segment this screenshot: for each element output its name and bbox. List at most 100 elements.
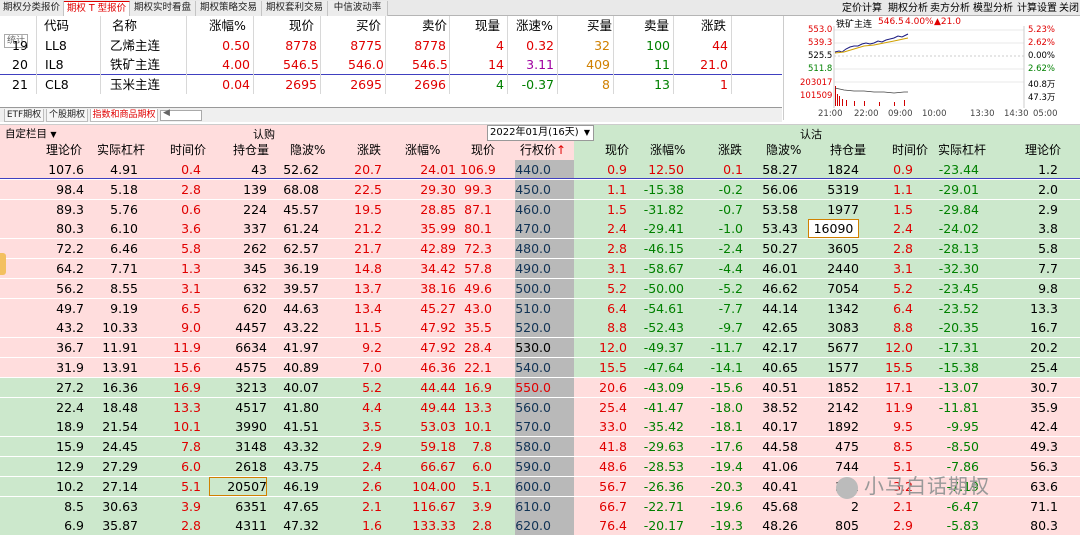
tab-option-category[interactable]: 期权分类报价 xyxy=(0,1,64,16)
strike-price[interactable]: 580.0 xyxy=(515,439,551,455)
header-chg-pct[interactable]: 涨幅% xyxy=(209,18,246,33)
option-chain-row[interactable]: 31.9 13.91 15.6 4575 40.89 7.0 46.36 22.1 540.0 1… xyxy=(0,358,1080,377)
option-chain-row[interactable]: 98.4 5.18 2.8 139 68.08 22.5 29.30 99.3 450.0 1.1… xyxy=(0,179,1080,199)
menu-pricing-calc[interactable]: 定价计算 xyxy=(842,3,882,14)
tab-etf-options[interactable]: ETF期权 xyxy=(4,109,44,122)
strike-price[interactable]: 480.0 xyxy=(515,241,551,257)
option-chain-row[interactable]: 72.2 6.46 5.8 262 62.57 21.7 42.89 72.3 480.0 2.8… xyxy=(0,239,1080,259)
strike-price[interactable]: 540.0 xyxy=(515,360,551,375)
header-call-price[interactable]: 现价 xyxy=(471,143,496,157)
selected-row-line xyxy=(0,178,1080,179)
call-iv: 62.57 xyxy=(283,241,319,257)
tab-option-realtime[interactable]: 期权实时看盘 xyxy=(130,1,196,16)
header-bid[interactable]: 买价 xyxy=(356,18,382,33)
strike-price[interactable]: 530.0 xyxy=(515,340,551,356)
header-code[interactable]: 代码 xyxy=(44,18,70,33)
tab-scrollbar[interactable]: ◀ xyxy=(160,108,202,121)
expiry-month-select[interactable]: 2022年01月(16天) ▼ xyxy=(487,125,594,141)
header-price[interactable]: 现价 xyxy=(289,18,315,33)
option-chain-row[interactable]: 10.2 27.14 5.1 20507 46.19 2.6 104.00 5.1 600.0 5… xyxy=(0,476,1080,496)
tab-option-t-quote[interactable]: 期权 T 型报价 xyxy=(64,1,130,16)
header-ask[interactable]: 卖价 xyxy=(422,18,448,33)
strike-price[interactable]: 510.0 xyxy=(515,300,551,316)
option-chain-row[interactable]: 49.7 9.19 6.5 620 44.63 13.4 45.27 43.0 510.0 6.4… xyxy=(0,298,1080,318)
header-call-time-value[interactable]: 时间价 xyxy=(170,143,207,157)
header-ask-vol[interactable]: 卖量 xyxy=(644,18,670,33)
header-put-leverage[interactable]: 实际杠杆 xyxy=(938,143,987,157)
header-strike[interactable]: 行权价↑ xyxy=(520,141,566,160)
strike-price[interactable]: 620.0 xyxy=(515,518,551,534)
strike-price[interactable]: 450.0 xyxy=(515,181,551,197)
option-chain-row[interactable]: 43.2 10.33 9.0 4457 43.22 11.5 47.92 35.5 520.0 8… xyxy=(0,318,1080,338)
header-put-time-value[interactable]: 时间价 xyxy=(892,143,929,157)
option-chain-row[interactable]: 15.9 24.45 7.8 3148 43.32 2.9 59.18 7.8 580.0 41.… xyxy=(0,437,1080,457)
stats-toggle[interactable]: 统计 xyxy=(4,34,28,48)
scroll-left-icon[interactable]: ◀ xyxy=(163,108,170,118)
menu-seller-analysis[interactable]: 卖方分析 xyxy=(930,3,970,14)
quote-row[interactable]: 20 IL8 铁矿主连 4.00 546.5 546.0 546.5 14 3.… xyxy=(0,55,782,74)
menu-close[interactable]: 关闭 xyxy=(1059,3,1079,14)
option-chain-row[interactable]: 89.3 5.76 0.6 224 45.57 19.5 28.85 87.1 460.0 1.5… xyxy=(0,199,1080,219)
call-leverage: 16.36 xyxy=(102,379,138,395)
side-drawer-handle[interactable] xyxy=(0,253,6,275)
header-bid-vol[interactable]: 买量 xyxy=(587,18,613,33)
custom-columns-label[interactable]: 自定栏目 xyxy=(5,128,47,140)
strike-price[interactable]: 550.0 xyxy=(515,379,551,395)
option-chain-row[interactable]: 6.9 35.87 2.8 4311 47.32 1.6 133.33 2.8 620.0 76.… xyxy=(0,516,1080,536)
option-chain-row[interactable]: 12.9 27.29 6.0 2618 43.75 2.4 66.67 6.0 590.0 48.… xyxy=(0,457,1080,476)
menu-model-analysis[interactable]: 模型分析 xyxy=(973,3,1013,14)
strike-price[interactable]: 460.0 xyxy=(515,201,551,217)
tab-index-commodity-options[interactable]: 指数和商品期权 xyxy=(90,109,158,122)
option-chain-row[interactable]: 64.2 7.71 1.3 345 36.19 14.8 34.42 57.8 490.0 3.1… xyxy=(0,259,1080,278)
option-chain-row[interactable]: 36.7 11.91 11.9 6634 41.97 9.2 47.92 28.4 530.0 1… xyxy=(0,338,1080,358)
option-chain-row[interactable]: 8.5 30.63 3.9 6351 47.65 2.1 116.67 3.9 610.0 66.… xyxy=(0,496,1080,516)
header-speed[interactable]: 涨速% xyxy=(516,18,553,33)
header-name[interactable]: 名称 xyxy=(112,18,138,33)
strike-price[interactable]: 490.0 xyxy=(515,261,551,276)
header-call-iv[interactable]: 隐波% xyxy=(290,143,326,157)
header-put-open-interest[interactable]: 持仓量 xyxy=(830,143,867,157)
header-call-leverage[interactable]: 实际杠杆 xyxy=(97,143,146,157)
strike-price[interactable]: 470.0 xyxy=(515,221,551,237)
chevron-down-icon[interactable]: ▼ xyxy=(583,128,590,137)
tab-option-arbitrage[interactable]: 期权套利交易 xyxy=(262,1,328,16)
strike-price[interactable]: 610.0 xyxy=(515,498,551,514)
call-open-interest: 4457 xyxy=(235,320,267,336)
menu-option-analysis[interactable]: 期权分析 xyxy=(888,3,928,14)
quote-code: IL8 xyxy=(45,57,64,72)
strike-price[interactable]: 520.0 xyxy=(515,320,551,336)
strike-price[interactable]: 500.0 xyxy=(515,280,551,296)
strike-price[interactable]: 440.0 xyxy=(515,162,551,177)
strike-price[interactable]: 560.0 xyxy=(515,399,551,415)
quote-row[interactable]: 21 CL8 玉米主连 0.04 2695 2695 2696 4 -0.37 … xyxy=(0,75,782,94)
option-chain-row[interactable]: 18.9 21.54 10.1 3990 41.51 3.5 53.03 10.1 570.0 3… xyxy=(0,417,1080,437)
custom-columns-menu[interactable]: 自定栏目 ▼ xyxy=(5,126,57,141)
header-call-chg[interactable]: 涨跌 xyxy=(357,143,382,157)
header-call-open-interest[interactable]: 持仓量 xyxy=(233,143,270,157)
option-chain-row[interactable]: 22.4 18.48 13.3 4517 41.80 4.4 49.44 13.3 560.0 2… xyxy=(0,397,1080,417)
header-call-theoretical[interactable]: 理论价 xyxy=(46,143,83,157)
option-chain-row[interactable]: 56.2 8.55 3.1 632 39.57 13.7 38.16 49.6 500.0 5.2… xyxy=(0,278,1080,298)
header-chg[interactable]: 涨跌 xyxy=(701,18,727,33)
header-call-chg-pct[interactable]: 涨幅% xyxy=(405,143,441,157)
strike-price[interactable]: 600.0 xyxy=(515,478,551,494)
menu-calc-settings[interactable]: 计算设置 xyxy=(1017,3,1057,14)
tab-citic-volatility[interactable]: 中信波动率 xyxy=(328,1,388,16)
header-put-chg-pct[interactable]: 涨幅% xyxy=(650,143,686,157)
strike-price[interactable]: 570.0 xyxy=(515,419,551,435)
dropdown-icon[interactable]: ▼ xyxy=(50,130,57,139)
header-volume[interactable]: 现量 xyxy=(475,18,501,33)
tab-stock-options[interactable]: 个股期权 xyxy=(46,109,88,122)
header-put-iv[interactable]: 隐波% xyxy=(766,143,802,157)
header-put-price[interactable]: 现价 xyxy=(605,143,630,157)
strike-price[interactable]: 590.0 xyxy=(515,459,551,474)
header-put-chg[interactable]: 涨跌 xyxy=(718,143,743,157)
sort-arrow-icon[interactable]: ↑ xyxy=(556,143,567,157)
put-time-value: 15.5 xyxy=(885,360,913,375)
header-put-theoretical[interactable]: 理论价 xyxy=(1025,143,1062,157)
option-chain-row[interactable]: 27.2 16.36 16.9 3213 40.07 5.2 44.44 16.9 550.0 2… xyxy=(0,377,1080,397)
option-chain-row[interactable]: 107.6 4.91 0.4 43 52.62 20.7 24.01 106.9 440.0 0.… xyxy=(0,160,1080,179)
quote-row[interactable]: 19 LL8 乙烯主连 0.50 8778 8775 8778 4 0.32 3… xyxy=(0,36,782,55)
option-chain-row[interactable]: 80.3 6.10 3.6 337 61.24 21.2 35.99 80.1 470.0 2.4… xyxy=(0,219,1080,239)
tab-option-strategy[interactable]: 期权策略交易 xyxy=(196,1,262,16)
